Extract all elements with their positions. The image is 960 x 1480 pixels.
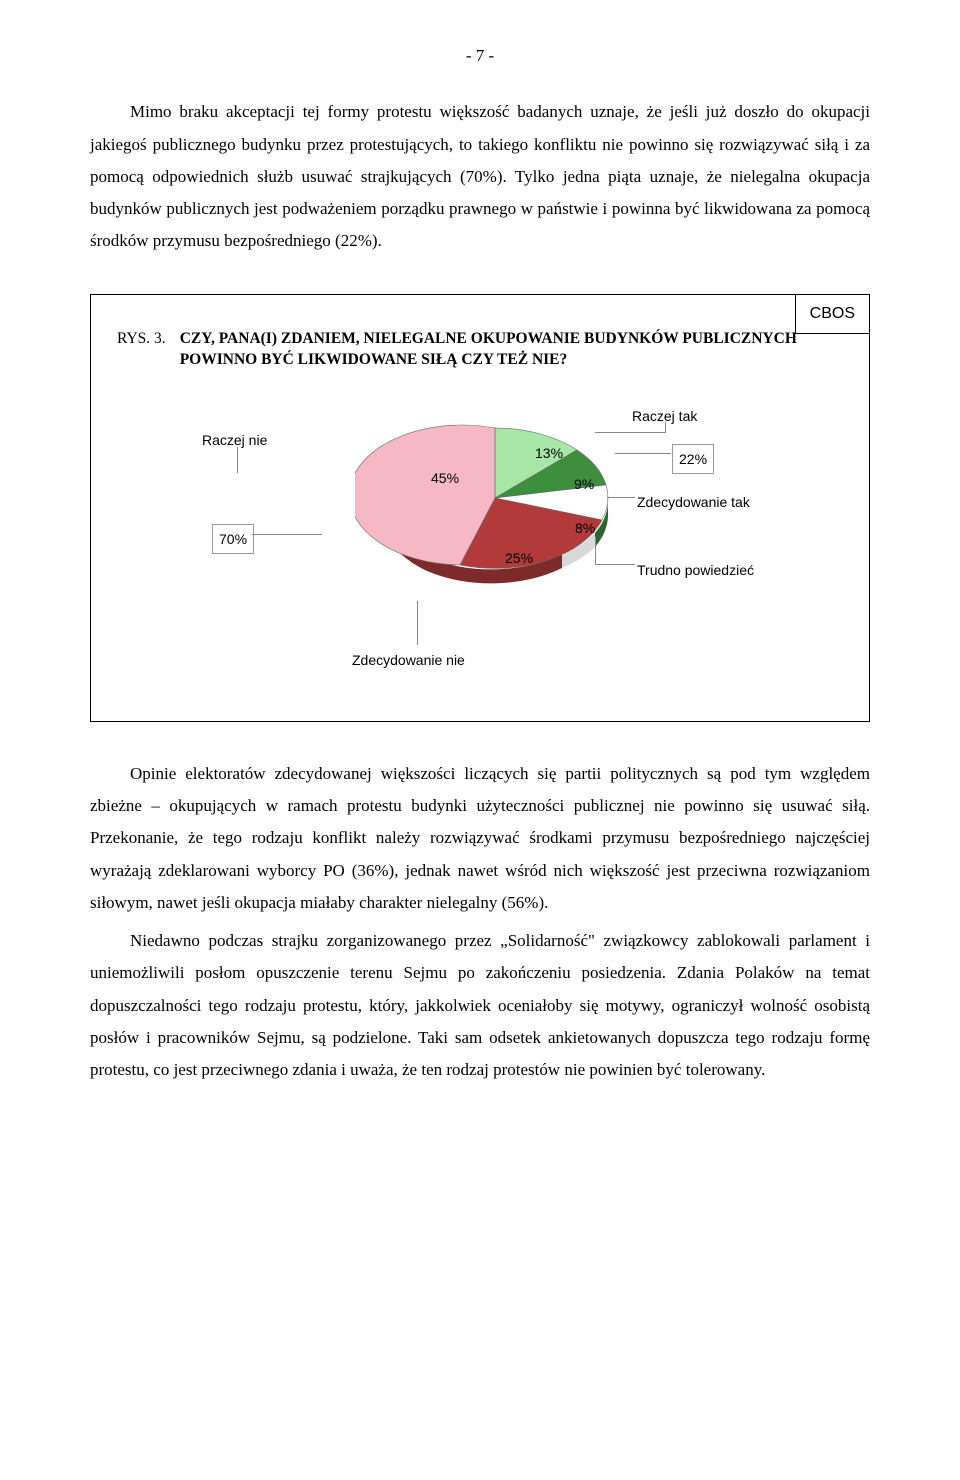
paragraph-2: Opinie elektoratów zdecydowanej większoś… — [90, 758, 870, 919]
group-yes-box: 22% — [672, 444, 714, 475]
pie-chart: 13% 9% 8% 25% 45% Raczej nie 70% Raczej … — [117, 389, 843, 699]
page-number: - 7 - — [90, 40, 870, 72]
figure-caption: RYS. 3. CZY, PANA(I) ZDANIEM, NIELEGALNE… — [117, 329, 843, 371]
group-no-box: 70% — [212, 524, 254, 555]
pct-raczej-nie: 45% — [431, 470, 459, 486]
pct-zdec-tak: 9% — [574, 476, 594, 492]
cbos-label: CBOS — [795, 294, 870, 334]
label-zdec-tak: Zdecydowanie tak — [637, 489, 750, 516]
pie-svg: 13% 9% 8% 25% 45% — [355, 403, 635, 623]
paragraph-3: Niedawno podczas strajku zorganizowanego… — [90, 925, 870, 1086]
label-trudno: Trudno powiedzieć — [637, 557, 754, 584]
label-zdec-nie: Zdecydowanie nie — [352, 647, 465, 674]
figure-question: CZY, PANA(I) ZDANIEM, NIELEGALNE OKUPOWA… — [180, 329, 843, 371]
figure-box: CBOS RYS. 3. CZY, PANA(I) ZDANIEM, NIELE… — [90, 294, 870, 722]
pct-trudno: 8% — [575, 520, 595, 536]
pct-zdec-nie: 25% — [505, 550, 533, 566]
label-raczej-nie: Raczej nie — [202, 427, 267, 454]
pct-raczej-tak: 13% — [535, 445, 563, 461]
figure-number: RYS. 3. — [117, 329, 166, 371]
paragraph-1: Mimo braku akceptacji tej formy protestu… — [90, 96, 870, 257]
